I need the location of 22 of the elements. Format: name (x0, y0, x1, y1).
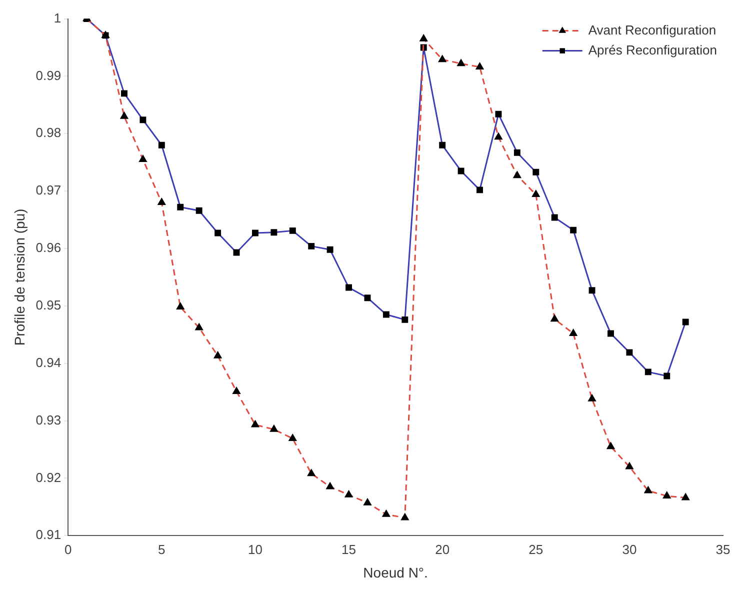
x-tick-label: 30 (622, 542, 637, 557)
y-tick-label: 0.92 (36, 470, 62, 485)
x-axis-title: Noeud N°. (363, 564, 428, 580)
x-tick-label: 0 (64, 542, 72, 557)
y-tick-label: 0.91 (36, 527, 62, 542)
x-tick-label: 10 (248, 542, 262, 557)
y-tick-label: 0.94 (36, 354, 62, 370)
x-tick-label: 20 (435, 542, 450, 557)
y-tick-label: 0.97 (36, 182, 62, 198)
y-tick-label: 0.99 (36, 68, 62, 83)
y-tick-label: 0.96 (36, 240, 62, 256)
y-tick-label: 0.93 (36, 412, 62, 428)
x-tick-label: 15 (342, 542, 356, 557)
x-tick-label: 35 (716, 542, 730, 557)
x-tick-label: 25 (528, 542, 544, 557)
y-tick-label: 0.98 (36, 125, 62, 140)
y-tick-label: 1 (54, 10, 62, 26)
x-tick-label: 5 (158, 542, 166, 557)
legend-label: Avant Reconfiguration (588, 22, 716, 38)
y-axis-title: Profile de tension (pu) (11, 208, 28, 346)
legend-label: Aprés Reconfiguration (588, 42, 718, 58)
y-tick-label: 0.95 (36, 297, 62, 312)
